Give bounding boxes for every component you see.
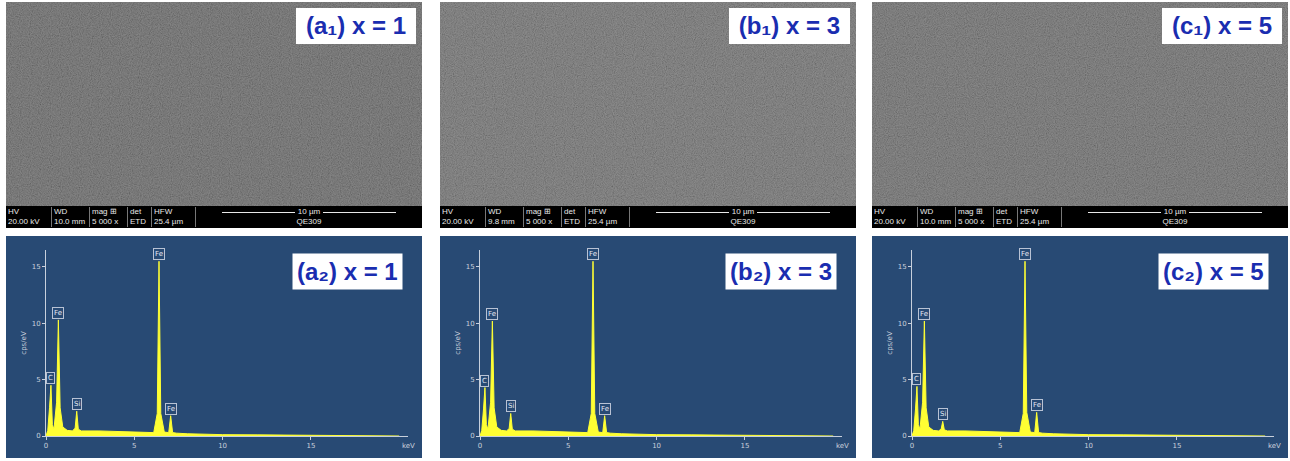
html-text:HV: HV (8, 207, 20, 216)
html-text:10.0 mm: 10.0 mm (920, 217, 952, 226)
html-text:HFW: HFW (1020, 207, 1039, 216)
html-text:QE309: QE309 (1162, 217, 1188, 226)
svg-text:5: 5 (470, 376, 474, 384)
html-text:25.4 µm: 25.4 µm (588, 217, 618, 226)
svg-text:5: 5 (902, 376, 906, 384)
html-text:25.4 µm: 25.4 µm (1020, 217, 1050, 226)
html-text:det: det (996, 207, 1008, 216)
html-text:mag ⊞: mag ⊞ (92, 207, 117, 216)
svg-text:Fe: Fe (1021, 250, 1029, 258)
html-text:10 µm: 10 µm (731, 207, 755, 216)
svg-text:Fe: Fe (920, 310, 928, 318)
svg-text:Fe: Fe (1033, 401, 1041, 409)
svg-text:(c₂) x = 5: (c₂) x = 5 (1163, 258, 1264, 285)
svg-text:Si: Si (508, 402, 514, 410)
svg-text:0: 0 (478, 442, 482, 450)
svg-text:0: 0 (910, 442, 914, 450)
svg-text:(b₂) x = 3: (b₂) x = 3 (730, 258, 832, 285)
svg-text:10: 10 (898, 320, 907, 328)
svg-text:5: 5 (36, 376, 40, 384)
svg-text:10: 10 (32, 320, 41, 328)
html-text:QE309: QE309 (296, 217, 322, 226)
html-text:mag ⊞: mag ⊞ (526, 207, 551, 216)
html-text:HV: HV (874, 207, 886, 216)
html-text:(b₁) x = 3: (b₁) x = 3 (738, 12, 840, 39)
svg-text:Fe: Fe (155, 250, 163, 258)
svg-text:10: 10 (1084, 442, 1093, 450)
html-text:5 000 x: 5 000 x (526, 217, 553, 226)
svg-text:0: 0 (44, 442, 48, 450)
svg-text:Fe: Fe (601, 405, 609, 413)
svg-text:Fe: Fe (589, 250, 597, 258)
html-text:9.8 mm: 9.8 mm (488, 217, 515, 226)
html-text:ETD: ETD (996, 217, 1012, 226)
svg-text:Si: Si (940, 410, 946, 418)
svg-text:Fe: Fe (167, 405, 175, 413)
svg-text:15: 15 (740, 442, 749, 450)
svg-text:0: 0 (470, 432, 474, 440)
html-text:5 000 x: 5 000 x (92, 217, 119, 226)
svg-text:10: 10 (652, 442, 661, 450)
svg-text:0: 0 (36, 432, 40, 440)
html-text:10.0 mm: 10.0 mm (54, 217, 86, 226)
html-text:ETD: ETD (130, 217, 146, 226)
html-text:QE309: QE309 (730, 217, 756, 226)
svg-text:15: 15 (306, 442, 315, 450)
svg-text:5: 5 (998, 442, 1002, 450)
html-text:HFW: HFW (588, 207, 607, 216)
html-text:WD: WD (54, 207, 68, 216)
html-text:20.00 kV: 20.00 kV (8, 217, 40, 226)
svg-text:15: 15 (1172, 442, 1181, 450)
svg-text:Fe: Fe (488, 310, 496, 318)
html-text:(a₁) x = 1: (a₁) x = 1 (306, 12, 406, 39)
html-text:WD: WD (488, 207, 502, 216)
svg-text:15: 15 (466, 263, 475, 271)
svg-text:Si: Si (74, 400, 80, 408)
svg-text:(a₂) x = 1: (a₂) x = 1 (297, 258, 398, 285)
svg-text:cps/eV: cps/eV (886, 331, 894, 355)
svg-text:15: 15 (898, 263, 907, 271)
html-text:25.4 µm: 25.4 µm (154, 217, 184, 226)
svg-text:15: 15 (32, 263, 41, 271)
html-text:5 000 x: 5 000 x (958, 217, 985, 226)
html-text:det: det (130, 207, 142, 216)
svg-text:Fe: Fe (54, 309, 62, 317)
svg-text:10: 10 (466, 320, 475, 328)
svg-text:keV: keV (1268, 442, 1281, 450)
svg-text:5: 5 (566, 442, 570, 450)
html-text:WD: WD (920, 207, 934, 216)
html-text:10 µm: 10 µm (1163, 207, 1187, 216)
html-text:HV: HV (442, 207, 454, 216)
html-text:det: det (564, 207, 576, 216)
svg-text:cps/eV: cps/eV (454, 331, 462, 355)
html-text:20.00 kV: 20.00 kV (874, 217, 906, 226)
svg-text:keV: keV (836, 442, 849, 450)
svg-text:cps/eV: cps/eV (20, 331, 28, 355)
svg-text:0: 0 (902, 432, 906, 440)
html-text:(c₁) x = 5: (c₁) x = 5 (1172, 12, 1272, 39)
svg-text:C: C (482, 377, 487, 385)
html-text:ETD: ETD (564, 217, 580, 226)
svg-text:5: 5 (132, 442, 136, 450)
svg-text:C: C (48, 374, 53, 382)
svg-text:C: C (914, 375, 919, 383)
html-text:HFW: HFW (154, 207, 173, 216)
html-text:10 µm: 10 µm (297, 207, 321, 216)
html-text:mag ⊞: mag ⊞ (958, 207, 983, 216)
svg-text:keV: keV (402, 442, 415, 450)
svg-text:10: 10 (218, 442, 227, 450)
html-text:20.00 kV: 20.00 kV (442, 217, 474, 226)
